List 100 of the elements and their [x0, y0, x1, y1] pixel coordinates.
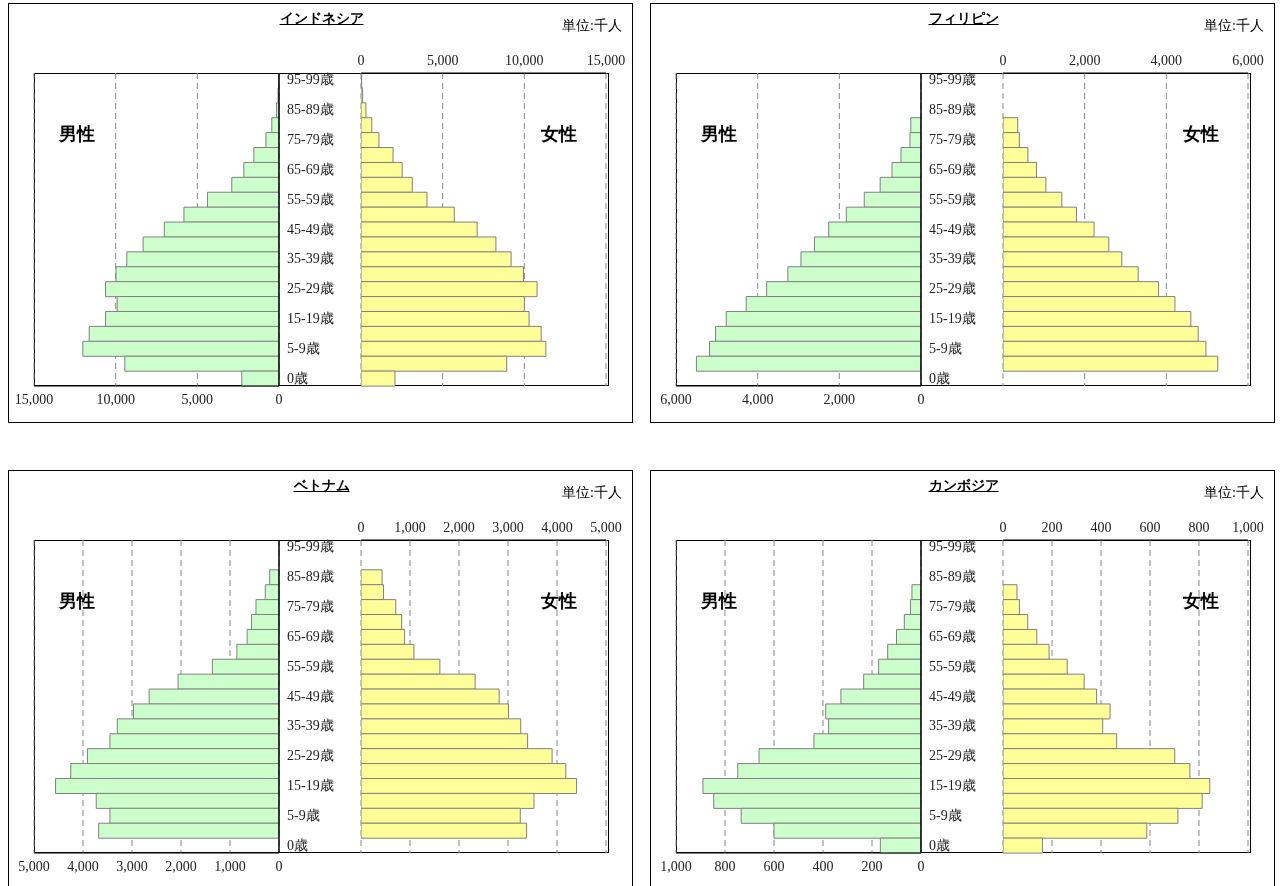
x-tick-label: 400: [1090, 520, 1112, 535]
y-tick-label: 25-29歳: [929, 280, 976, 299]
y-tick-label: 75-79歳: [929, 131, 976, 150]
y-tick-label: 55-59歳: [287, 190, 334, 209]
y-tick-label: 85-89歳: [929, 568, 976, 587]
y-tick-label: 15-19歳: [929, 309, 976, 328]
x-tick-label: 3,000: [492, 520, 524, 535]
text: カンボジア: [928, 477, 999, 493]
y-tick-label: 35-39歳: [287, 250, 334, 269]
x-tick-label: 1,000: [394, 520, 426, 535]
x-tick-label: 5,000: [590, 520, 622, 535]
y-tick-label: 5-9歳: [287, 806, 320, 825]
y-tick-label: 75-79歳: [287, 131, 334, 150]
text: 女性: [541, 589, 577, 613]
y-tick-label: 25-29歳: [287, 747, 334, 766]
x-tick-label: 4,000: [541, 520, 573, 535]
text: 男性: [701, 589, 737, 613]
x-tick-label: 5,000: [181, 391, 214, 407]
x-tick-label: 200: [1041, 520, 1063, 535]
x-tick-label: 2,000: [1068, 53, 1101, 68]
text: 女性: [541, 122, 577, 146]
x-tick-label: 600: [1139, 520, 1161, 535]
x-tick-label: 800: [714, 858, 736, 874]
y-tick-label: 0歳: [929, 369, 950, 388]
x-tick-label: 3,000: [116, 858, 148, 874]
x-tick-label: 0: [357, 53, 365, 68]
x-tick-label: 10,000: [96, 391, 135, 407]
y-tick-label: 0歳: [287, 836, 308, 855]
x-tick-label: 15,000: [14, 391, 54, 407]
y-tick-label: 55-59歳: [929, 657, 976, 676]
text: 男性: [701, 122, 737, 146]
y-tick-label: 65-69歳: [929, 627, 976, 646]
text: フィリピン: [928, 10, 999, 26]
text: 単位:千人: [1204, 484, 1264, 502]
y-tick-label: 95-99歳: [929, 71, 976, 90]
x-tick-label: 10,000: [505, 53, 544, 68]
y-tick-label: 75-79歳: [929, 598, 976, 617]
y-tick-label: 45-49歳: [287, 687, 334, 706]
x-tick-label: 0: [357, 520, 365, 535]
x-tick-label: 0: [917, 858, 925, 874]
x-tick-label: 15,000: [586, 53, 626, 68]
y-tick-label: 85-89歳: [287, 568, 334, 587]
y-tick-label: 15-19歳: [929, 776, 976, 795]
text: 男性: [59, 122, 95, 146]
y-tick-label: 35-39歳: [287, 717, 334, 736]
y-tick-label: 85-89歳: [287, 101, 334, 120]
x-tick-label: 2,000: [823, 391, 856, 407]
y-tick-label: 45-49歳: [929, 220, 976, 239]
text: 女性: [1183, 589, 1219, 613]
text: 男性: [59, 589, 95, 613]
x-tick-label: 2,000: [443, 520, 475, 535]
x-tick-label: 6,000: [1232, 53, 1264, 68]
y-tick-label: 5-9歳: [929, 339, 962, 358]
y-tick-label: 55-59歳: [287, 657, 334, 676]
y-tick-label: 85-89歳: [929, 101, 976, 120]
x-tick-label: 400: [812, 858, 834, 874]
y-tick-label: 75-79歳: [287, 598, 334, 617]
y-tick-label: 95-99歳: [287, 538, 334, 557]
y-tick-label: 35-39歳: [929, 250, 976, 269]
y-tick-label: 55-59歳: [929, 190, 976, 209]
x-tick-label: 1,000: [1232, 520, 1264, 535]
x-tick-label: 4,000: [1150, 53, 1183, 68]
x-tick-label: 600: [763, 858, 785, 874]
x-tick-label: 1,000: [660, 858, 692, 874]
x-tick-label: 800: [1188, 520, 1210, 535]
y-tick-label: 95-99歳: [929, 538, 976, 557]
x-tick-label: 4,000: [741, 391, 774, 407]
y-tick-label: 35-39歳: [929, 717, 976, 736]
y-tick-label: 5-9歳: [287, 339, 320, 358]
x-tick-label: 4,000: [67, 858, 99, 874]
x-tick-label: 2,000: [165, 858, 197, 874]
y-tick-label: 65-69歳: [287, 160, 334, 179]
y-tick-label: 95-99歳: [287, 71, 334, 90]
text: 女性: [1183, 122, 1219, 146]
text: ベトナム: [293, 477, 350, 493]
y-tick-label: 45-49歳: [287, 220, 334, 239]
text: 単位:千人: [562, 484, 622, 502]
x-tick-label: 0: [275, 391, 283, 407]
y-tick-label: 65-69歳: [929, 160, 976, 179]
y-tick-label: 15-19歳: [287, 309, 334, 328]
x-tick-label: 5,000: [426, 53, 459, 68]
x-tick-label: 0: [999, 520, 1007, 535]
y-tick-label: 0歳: [929, 836, 950, 855]
text: インドネシア: [279, 10, 364, 26]
y-tick-label: 65-69歳: [287, 627, 334, 646]
x-tick-label: 0: [917, 391, 925, 407]
x-tick-label: 0: [275, 858, 283, 874]
y-tick-label: 15-19歳: [287, 776, 334, 795]
text: 単位:千人: [562, 17, 622, 35]
x-tick-label: 1,000: [214, 858, 246, 874]
x-tick-label: 6,000: [660, 391, 692, 407]
y-tick-label: 45-49歳: [929, 687, 976, 706]
text: 単位:千人: [1204, 17, 1264, 35]
x-tick-label: 0: [999, 53, 1007, 68]
y-tick-label: 5-9歳: [929, 806, 962, 825]
y-tick-label: 0歳: [287, 369, 308, 388]
y-tick-label: 25-29歳: [929, 747, 976, 766]
x-tick-label: 200: [861, 858, 883, 874]
y-tick-label: 25-29歳: [287, 280, 334, 299]
x-tick-label: 5,000: [18, 858, 50, 874]
